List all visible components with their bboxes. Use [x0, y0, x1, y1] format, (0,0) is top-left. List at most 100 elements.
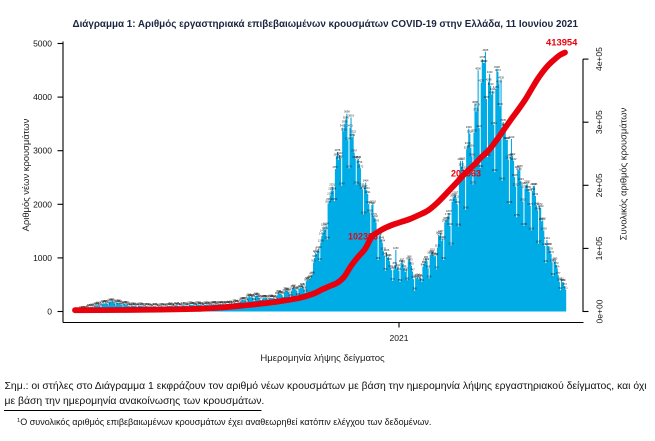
svg-text:4270: 4270 — [478, 79, 484, 83]
svg-text:124: 124 — [198, 301, 203, 305]
svg-text:65: 65 — [151, 304, 154, 308]
svg-text:90: 90 — [164, 303, 167, 307]
svg-text:605: 605 — [307, 275, 312, 279]
svg-text:2167: 2167 — [327, 191, 333, 195]
svg-text:112: 112 — [95, 302, 100, 306]
svg-text:1084: 1084 — [428, 249, 434, 253]
svg-text:94: 94 — [163, 303, 166, 307]
svg-text:85: 85 — [202, 303, 205, 307]
svg-text:100: 100 — [185, 302, 190, 306]
svg-text:304: 304 — [280, 291, 285, 295]
svg-text:127: 127 — [124, 301, 129, 305]
svg-text:128: 128 — [205, 301, 210, 305]
svg-text:319: 319 — [287, 290, 292, 294]
svg-text:255: 255 — [257, 294, 262, 298]
svg-text:688: 688 — [310, 271, 315, 275]
svg-text:3503: 3503 — [342, 120, 348, 124]
svg-text:2003: 2003 — [366, 200, 372, 204]
svg-text:109: 109 — [138, 302, 143, 306]
svg-text:107: 107 — [133, 302, 138, 306]
svg-text:3338: 3338 — [471, 129, 477, 133]
svg-text:174: 174 — [107, 298, 112, 302]
svg-text:135: 135 — [196, 300, 201, 304]
svg-text:3431: 3431 — [340, 124, 346, 128]
svg-text:1135: 1135 — [381, 247, 387, 251]
svg-text:2231: 2231 — [526, 188, 532, 192]
svg-text:102: 102 — [127, 302, 132, 306]
svg-text:103: 103 — [145, 302, 150, 306]
svg-text:619: 619 — [427, 274, 432, 278]
svg-text:126: 126 — [96, 301, 101, 305]
svg-text:2896: 2896 — [469, 152, 475, 156]
svg-text:με βάση την ημερομηνία ανακοίν: με βάση την ημερομηνία ανακοίνωσης των κ… — [5, 395, 265, 407]
svg-text:0: 0 — [47, 307, 52, 317]
svg-text:2885: 2885 — [508, 153, 514, 157]
svg-text:256: 256 — [261, 294, 266, 298]
svg-text:438: 438 — [291, 284, 296, 288]
svg-text:603: 603 — [411, 275, 416, 279]
svg-text:4118: 4118 — [490, 87, 496, 91]
svg-text:2847: 2847 — [352, 155, 358, 159]
svg-text:208: 208 — [266, 296, 271, 300]
svg-text:941: 941 — [318, 257, 323, 261]
svg-text:216: 216 — [241, 296, 246, 300]
svg-text:2600: 2600 — [492, 168, 498, 172]
svg-text:4430: 4430 — [487, 70, 493, 74]
svg-text:113: 113 — [180, 301, 185, 305]
svg-text:3868: 3868 — [472, 100, 478, 104]
svg-text:806: 806 — [426, 264, 431, 268]
svg-text:213: 213 — [242, 296, 247, 300]
svg-text:588: 588 — [305, 276, 310, 280]
svg-text:2063: 2063 — [326, 197, 332, 201]
svg-text:78: 78 — [129, 303, 132, 307]
svg-text:1414: 1414 — [319, 232, 325, 236]
svg-text:111: 111 — [185, 302, 189, 306]
svg-text:142: 142 — [105, 300, 110, 304]
svg-text:122: 122 — [202, 301, 207, 305]
svg-text:582: 582 — [559, 276, 564, 280]
svg-text:4640: 4640 — [480, 59, 486, 63]
svg-text:109: 109 — [207, 302, 212, 306]
svg-text:2978: 2978 — [335, 148, 341, 152]
svg-text:3204: 3204 — [503, 136, 509, 140]
svg-text:677: 677 — [556, 271, 561, 275]
svg-text:256: 256 — [263, 294, 268, 298]
svg-text:884: 884 — [422, 260, 427, 264]
svg-text:2349: 2349 — [339, 182, 345, 186]
svg-text:117: 117 — [174, 301, 179, 305]
svg-text:154: 154 — [118, 299, 123, 303]
svg-text:87: 87 — [216, 303, 219, 307]
svg-text:3619: 3619 — [348, 114, 354, 118]
svg-text:120: 120 — [215, 301, 220, 305]
svg-text:1059: 1059 — [427, 251, 433, 255]
svg-text:2833: 2833 — [336, 156, 342, 160]
svg-text:125: 125 — [190, 301, 195, 305]
svg-text:2187: 2187 — [452, 190, 458, 194]
svg-text:564: 564 — [304, 277, 309, 281]
svg-text:1e+05: 1e+05 — [594, 236, 604, 260]
svg-text:123: 123 — [120, 301, 125, 305]
svg-text:91: 91 — [142, 303, 145, 307]
svg-text:1288: 1288 — [318, 239, 324, 243]
svg-text:2006: 2006 — [507, 200, 513, 204]
svg-text:1350: 1350 — [440, 235, 446, 239]
svg-text:99: 99 — [148, 302, 151, 306]
svg-text:1016: 1016 — [386, 253, 392, 257]
svg-text:Συνολικός αριθμός κρουσμάτων: Συνολικός αριθμός κρουσμάτων — [618, 107, 629, 240]
svg-text:104: 104 — [200, 302, 205, 306]
svg-text:3056: 3056 — [468, 144, 474, 148]
svg-text:358: 358 — [282, 288, 287, 292]
svg-text:3421: 3421 — [476, 124, 482, 128]
svg-text:1519: 1519 — [322, 226, 328, 230]
svg-text:2e+05: 2e+05 — [594, 173, 604, 197]
svg-text:134: 134 — [217, 300, 222, 304]
svg-text:2702: 2702 — [459, 163, 465, 167]
svg-text:1106: 1106 — [384, 248, 390, 252]
svg-text:1471: 1471 — [320, 229, 326, 233]
svg-text:107: 107 — [98, 302, 103, 306]
svg-text:3830: 3830 — [497, 102, 503, 106]
svg-text:831: 831 — [396, 263, 401, 267]
svg-text:3731: 3731 — [473, 108, 479, 112]
svg-text:148: 148 — [102, 300, 107, 304]
svg-text:1779: 1779 — [371, 212, 377, 216]
